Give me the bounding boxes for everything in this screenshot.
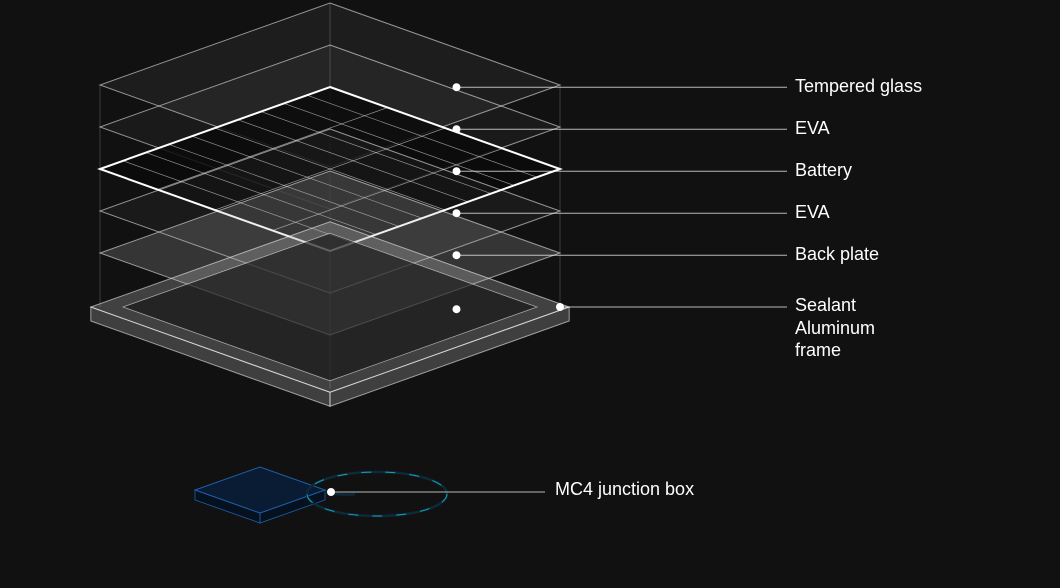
diagram-stage: Tempered glass EVA Battery EVA Back plate Sea…	[0, 0, 1060, 588]
label-sealant-frame: Sealant Aluminum frame	[795, 294, 875, 362]
label-eva-bottom: EVA	[795, 201, 830, 224]
label-tempered-glass: Tempered glass	[795, 75, 922, 98]
label-eva-top: EVA	[795, 117, 830, 140]
label-battery: Battery	[795, 159, 852, 182]
label-back-plate: Back plate	[795, 243, 879, 266]
label-junction-box: MC4 junction box	[555, 479, 694, 500]
